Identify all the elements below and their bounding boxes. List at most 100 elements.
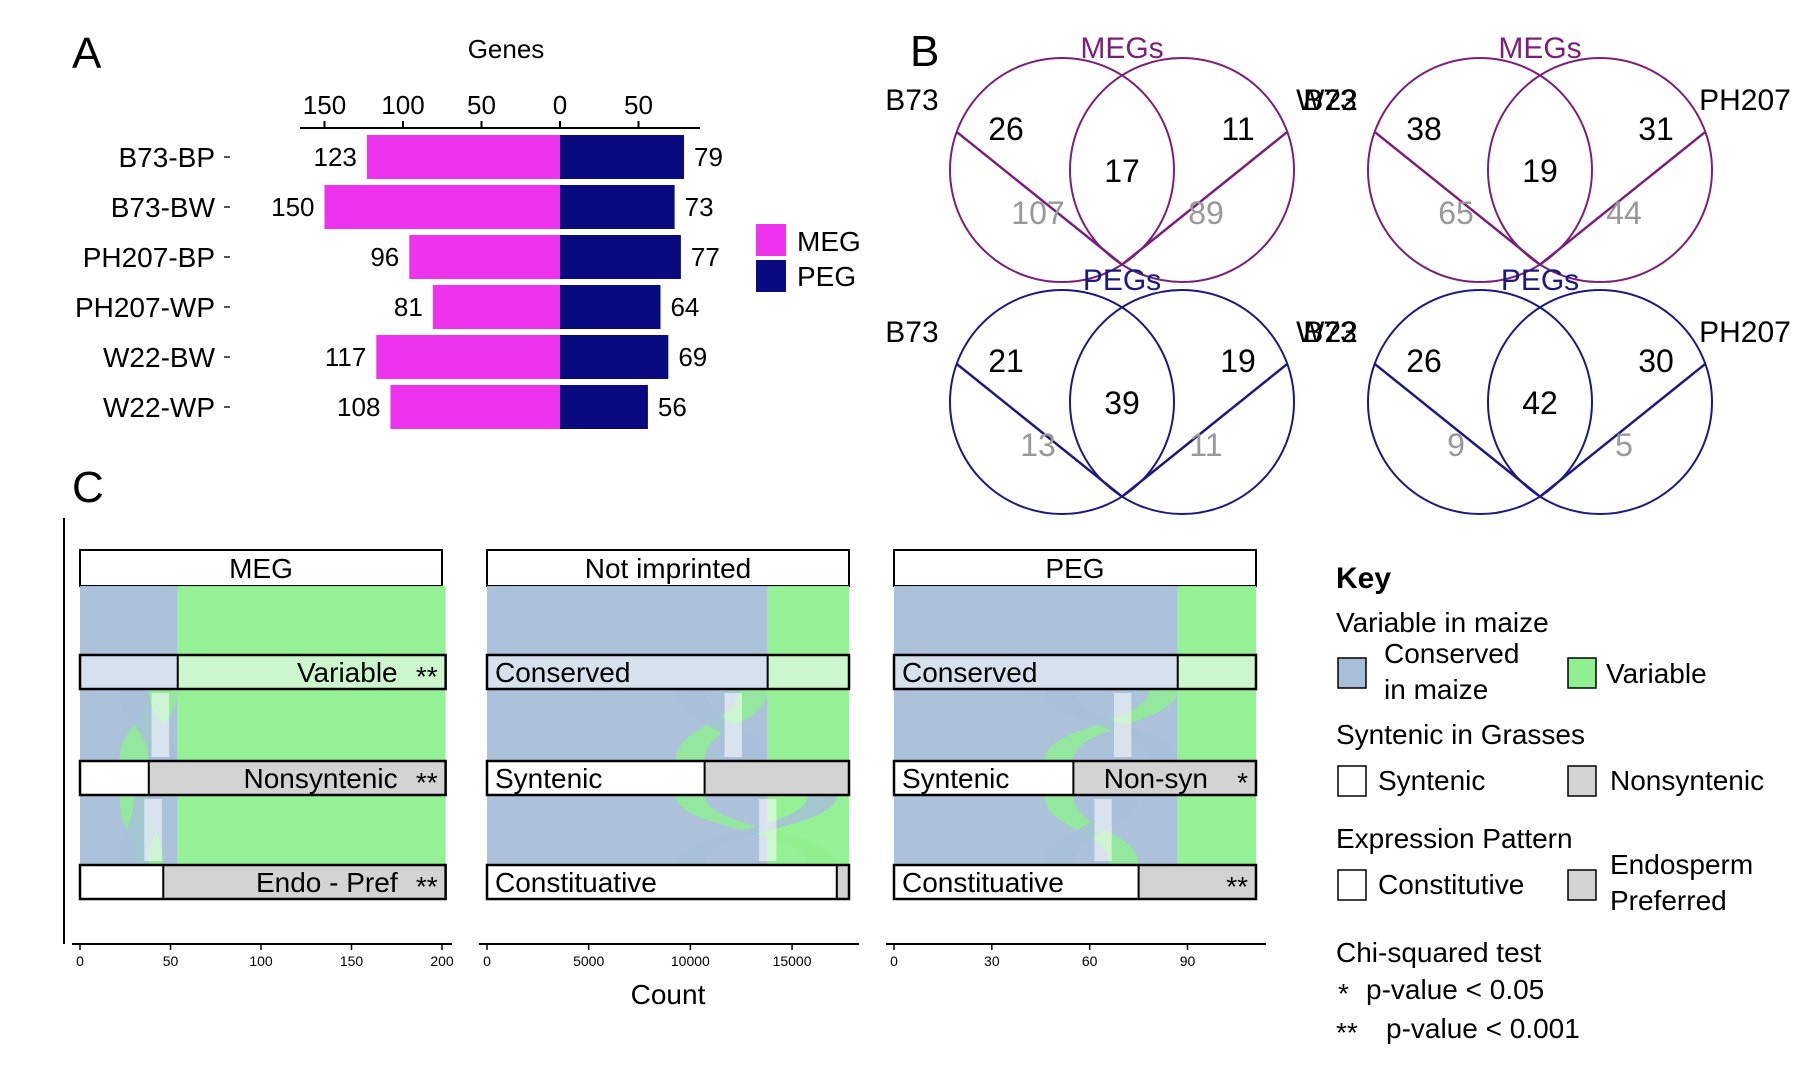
stratum-left-label: Constituative bbox=[495, 867, 657, 898]
flow-ribbon-conserved bbox=[675, 795, 837, 865]
stratum-outline bbox=[78, 863, 447, 901]
venn-right-grey-count: 89 bbox=[1188, 195, 1224, 231]
stratum-left bbox=[80, 761, 149, 795]
venn-split-line-right bbox=[1539, 130, 1707, 266]
venn-split-line-left bbox=[955, 130, 1123, 266]
key-expression-heading: Expression Pattern bbox=[1336, 823, 1573, 854]
flow-gap bbox=[151, 693, 170, 757]
legend-meg-label: MEG bbox=[797, 226, 861, 257]
panel-a-tick-label: 50 bbox=[467, 90, 496, 120]
stratum-outline bbox=[78, 759, 447, 797]
panel-a-category-label: W22-WP bbox=[103, 392, 215, 423]
key-variable-swatch bbox=[1567, 657, 1597, 689]
facet-strip bbox=[893, 549, 1257, 587]
panel-a-bars bbox=[324, 135, 685, 429]
key-p1-label: p-value < 0.05 bbox=[1366, 974, 1544, 1005]
panel-a-value-labels: 123 79 150 73 96 77 81 64 117 69 108 56 bbox=[271, 142, 723, 422]
panel-a-tick-label: 0 bbox=[553, 90, 567, 120]
facet-strip-label: Not imprinted bbox=[585, 553, 752, 584]
venn-right-only-count: 30 bbox=[1638, 343, 1674, 379]
stratum-right bbox=[1073, 761, 1256, 795]
venn-circle-right bbox=[1487, 289, 1713, 515]
panel-a-ticks: 150 100 50 0 50 bbox=[303, 90, 653, 128]
panel-a-tick-label: 150 bbox=[303, 90, 346, 120]
venn-right-name: W22 bbox=[1296, 84, 1358, 117]
venn-title: MEGs bbox=[1080, 32, 1163, 65]
panel-a-letter: A bbox=[72, 29, 102, 78]
stratum-outline bbox=[892, 653, 1258, 691]
meg-bar bbox=[324, 185, 560, 229]
venn-right-grey-count: 5 bbox=[1615, 427, 1633, 463]
panel-c-letter: C bbox=[72, 463, 104, 512]
key-title: Key bbox=[1336, 562, 1391, 595]
key-syntenic-label: Syntenic bbox=[1378, 765, 1485, 796]
flow-gap bbox=[1094, 799, 1112, 861]
key-conserved-label-1: Conserved bbox=[1384, 638, 1519, 669]
facet-tick-label: 30 bbox=[984, 953, 1000, 969]
peg-bar bbox=[560, 185, 675, 229]
venn-split-line-right bbox=[1121, 130, 1289, 266]
key-conserved-swatch bbox=[1337, 657, 1367, 689]
venn-circle-left bbox=[1367, 289, 1593, 515]
venn-shared-count: 19 bbox=[1522, 153, 1558, 189]
stratum-right bbox=[163, 865, 446, 899]
venn-right-only-count: 19 bbox=[1220, 343, 1256, 379]
panel-a-categories: B73-BP B73-BW PH207-BP PH207-WP W22-BW W22-WP bbox=[75, 142, 230, 423]
facet-tick-label: 50 bbox=[163, 953, 179, 969]
venn-left-only-count: 21 bbox=[988, 343, 1024, 379]
panel-a-x-title: Genes bbox=[468, 34, 545, 64]
venn-title: PEGs bbox=[1501, 264, 1579, 297]
key-constitutive-label: Constitutive bbox=[1378, 869, 1524, 900]
stratum-outline bbox=[485, 863, 851, 901]
stratum-significance: ** bbox=[416, 661, 438, 692]
facet-tick-label: 60 bbox=[1082, 953, 1098, 969]
stratum-right bbox=[1177, 655, 1256, 689]
stratum-left bbox=[80, 865, 164, 899]
venn-circle-right bbox=[1487, 57, 1713, 283]
meg-bar bbox=[390, 385, 560, 429]
venn-right-name: PH207 bbox=[1699, 84, 1791, 117]
panel-c: C MEG Variable ** Nonsyntenic ** Endo - Pref *… bbox=[63, 463, 1266, 1010]
flow-variable bbox=[1177, 586, 1256, 899]
stratum-left-label: Syntenic bbox=[902, 763, 1009, 794]
facet-tick-label: 10000 bbox=[671, 953, 710, 969]
flow-ribbon-conserved bbox=[1044, 689, 1178, 761]
stratum-left bbox=[487, 761, 705, 795]
key-endosperm-swatch bbox=[1567, 869, 1597, 901]
venn-circle-left bbox=[949, 289, 1175, 515]
facet-strip bbox=[79, 549, 443, 587]
alluvial-facet: MEG Variable ** Nonsyntenic ** Endo - Pref ** 0… bbox=[72, 549, 454, 969]
stratum-left bbox=[487, 655, 768, 689]
key-p2-label: p-value < 0.001 bbox=[1386, 1013, 1580, 1044]
stratum-left bbox=[894, 761, 1074, 795]
alluvial-facets: MEG Variable ** Nonsyntenic ** Endo - Pref ** 0… bbox=[72, 549, 1266, 969]
facet-tick-label: 5000 bbox=[573, 953, 604, 969]
facet-tick-label: 90 bbox=[1180, 953, 1196, 969]
key-constitutive-swatch bbox=[1337, 869, 1367, 901]
stratum-left bbox=[894, 865, 1139, 899]
meg-bar bbox=[409, 235, 560, 279]
facet-strip-label: MEG bbox=[229, 553, 293, 584]
venn-right-only-count: 11 bbox=[1221, 111, 1254, 147]
key-p1-star: * bbox=[1338, 978, 1349, 1009]
stratum-right-label: Variable bbox=[297, 657, 398, 688]
panel-a-tick-label: 50 bbox=[624, 90, 653, 120]
stratum-right bbox=[767, 655, 849, 689]
key-endosperm-label-1: Endosperm bbox=[1610, 849, 1753, 880]
stratum-right-label: Nonsyntenic bbox=[244, 763, 398, 794]
stratum-left-label: Syntenic bbox=[495, 763, 602, 794]
key-conserved-label-2: in maize bbox=[1384, 674, 1488, 705]
peg-value-label: 73 bbox=[685, 192, 714, 222]
venn-left-only-count: 38 bbox=[1406, 111, 1442, 147]
stratum-left-label: Conserved bbox=[495, 657, 630, 688]
panel-a-category-label: B73-BP bbox=[119, 142, 216, 173]
key-chi-heading: Chi-squared test bbox=[1336, 937, 1542, 968]
venn-diagram: MEGs B73 PH207 38 19 31 65 44 bbox=[1303, 32, 1791, 283]
key-variable-label: Variable bbox=[1606, 658, 1707, 689]
meg-value-label: 123 bbox=[313, 142, 356, 172]
stratum-significance: ** bbox=[1226, 871, 1248, 902]
stratum-left-label: Constituative bbox=[902, 867, 1064, 898]
